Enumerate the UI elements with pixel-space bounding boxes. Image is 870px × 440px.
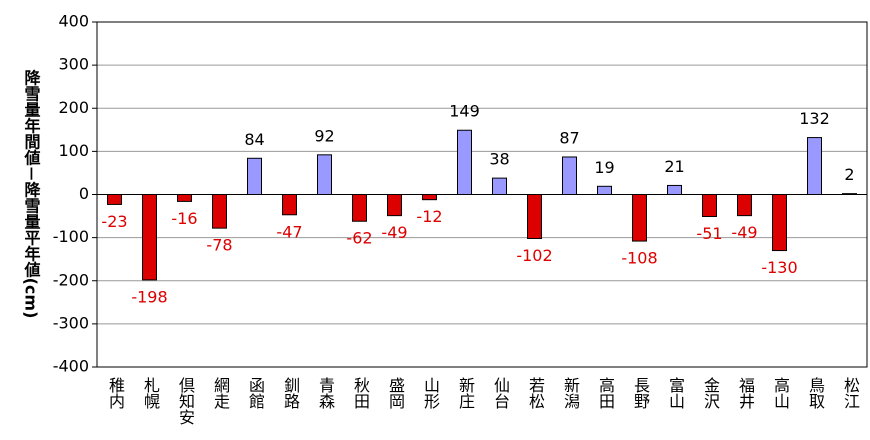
y-tick-label: -300	[53, 313, 89, 332]
y-tick-label: 300	[58, 55, 89, 74]
y-tick-label: 0	[79, 184, 89, 203]
y-axis-label: 降雪量年間値－降雪量平年値(cm)	[22, 69, 42, 319]
bar	[527, 194, 542, 239]
data-label: -102	[516, 246, 552, 265]
bar	[107, 194, 122, 205]
x-tick-label: 稚内	[106, 377, 125, 410]
data-label: -12	[416, 207, 442, 226]
data-label: 149	[449, 102, 480, 121]
bar	[702, 194, 717, 217]
data-label: -51	[696, 224, 722, 243]
data-label: -198	[131, 287, 167, 306]
bar	[632, 194, 647, 242]
data-label: -108	[621, 249, 657, 268]
x-tick-label: 松江	[841, 377, 860, 409]
x-tick-label: 倶知安	[176, 377, 195, 425]
y-tick-label: -400	[53, 357, 89, 376]
bar	[562, 156, 577, 195]
bar	[387, 194, 402, 217]
bar	[142, 194, 157, 281]
bar	[807, 137, 822, 195]
bar	[422, 194, 437, 201]
data-label: 2	[844, 165, 854, 184]
x-tick-label: 函館	[246, 377, 265, 409]
y-tick-label: 200	[58, 98, 89, 117]
x-tick-label: 福井	[736, 377, 755, 409]
data-label: 21	[664, 157, 684, 176]
bar	[177, 194, 192, 202]
x-tick-label: 札幌	[141, 377, 160, 410]
x-tick-label: 青森	[316, 377, 335, 409]
bar	[282, 194, 297, 216]
bar	[667, 184, 682, 196]
data-label: -47	[276, 222, 302, 241]
x-tick-label: 長野	[631, 377, 650, 409]
data-label: 92	[314, 126, 334, 145]
x-tick-label: 網走	[211, 377, 230, 409]
y-tick-label: 400	[58, 12, 89, 31]
x-tick-label: 富山	[666, 377, 685, 409]
data-label: 84	[244, 130, 264, 149]
data-label: -130	[761, 258, 797, 277]
y-tick-label: -100	[53, 227, 89, 246]
y-tick-label: -200	[53, 270, 89, 289]
x-tick-label: 釧路	[281, 377, 300, 409]
bar	[352, 194, 367, 222]
x-tick-label: 仙台	[491, 377, 510, 409]
bar	[772, 194, 787, 252]
y-tick-label: 100	[58, 141, 89, 160]
data-label: -78	[206, 236, 232, 255]
data-label: 38	[489, 150, 509, 169]
data-label: -49	[381, 223, 407, 242]
bar	[597, 185, 612, 195]
x-tick-label: 金沢	[701, 377, 720, 409]
data-label: 19	[594, 158, 614, 177]
bar	[212, 194, 227, 229]
bar	[842, 193, 857, 195]
bar	[247, 157, 262, 195]
x-tick-label: 山形	[421, 377, 440, 409]
data-label: -23	[101, 212, 127, 231]
bar	[492, 177, 507, 196]
data-label: 132	[799, 109, 830, 128]
x-tick-label: 盛岡	[386, 377, 405, 410]
x-tick-label: 秋田	[351, 377, 370, 409]
data-label: -62	[346, 229, 372, 248]
x-tick-label: 新庄	[456, 377, 475, 409]
data-label: -49	[731, 223, 757, 242]
x-tick-label: 鳥取	[806, 377, 825, 409]
data-label: 87	[559, 128, 579, 147]
bar	[457, 129, 472, 195]
x-tick-label: 若松	[526, 377, 545, 409]
bar	[737, 194, 752, 217]
x-tick-label: 新潟	[561, 377, 580, 409]
x-tick-label: 高山	[771, 377, 790, 409]
bar	[317, 154, 332, 195]
x-tick-label: 高田	[596, 377, 615, 409]
data-label: -16	[171, 209, 197, 228]
